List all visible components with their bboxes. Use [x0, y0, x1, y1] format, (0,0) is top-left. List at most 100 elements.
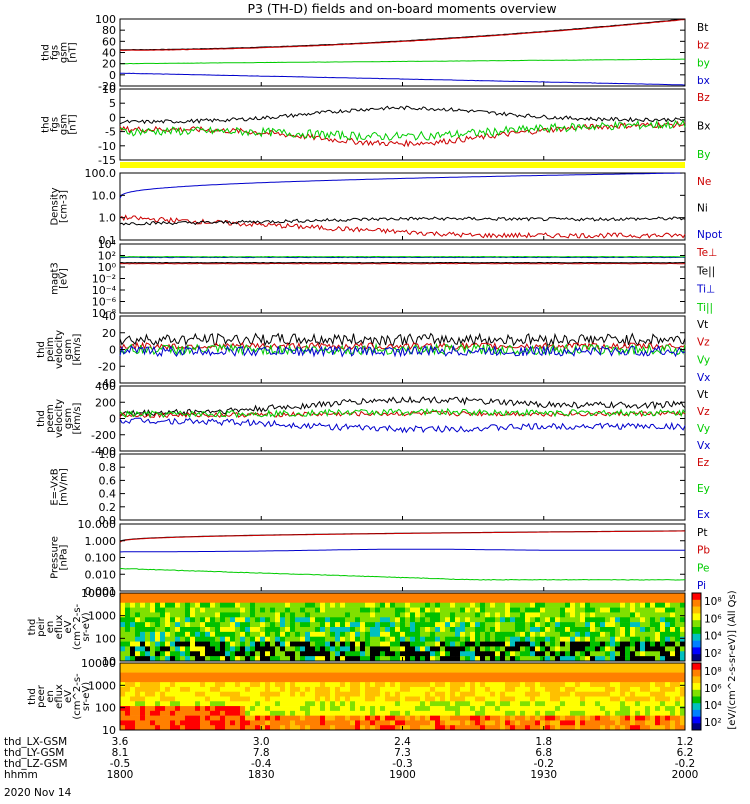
- heatmap-cell: [660, 663, 665, 668]
- heatmap-cell: [225, 642, 230, 647]
- heatmap-cell: [605, 692, 610, 697]
- heatmap-cell: [265, 711, 270, 716]
- heatmap-cell: [175, 673, 180, 678]
- heatmap-cell: [400, 663, 405, 668]
- heatmap-cell: [355, 598, 360, 603]
- heatmap-cell: [620, 673, 625, 678]
- heatmap-cell: [470, 646, 475, 651]
- heatmap-cell: [560, 646, 565, 651]
- heatmap-cell: [365, 692, 370, 697]
- heatmap-cell: [235, 598, 240, 603]
- heatmap-cell: [260, 598, 265, 603]
- heatmap-cell: [220, 706, 225, 711]
- heatmap-cell: [470, 627, 475, 632]
- heatmap-cell: [535, 617, 540, 622]
- heatmap-cell: [545, 711, 550, 716]
- heatmap-cell: [180, 646, 185, 651]
- heatmap-cell: [350, 701, 355, 706]
- heatmap-cell: [605, 646, 610, 651]
- heatmap-cell: [485, 663, 490, 668]
- heatmap-cell: [365, 706, 370, 711]
- heatmap-cell: [375, 598, 380, 603]
- heatmap-cell: [555, 642, 560, 647]
- heatmap-cell: [305, 622, 310, 627]
- heatmap-cell: [260, 692, 265, 697]
- heatmap-cell: [605, 627, 610, 632]
- heatmap-cell: [665, 697, 670, 702]
- heatmap-cell: [480, 701, 485, 706]
- heatmap-cell: [255, 711, 260, 716]
- heatmap-cell: [310, 642, 315, 647]
- heatmap-cell: [265, 716, 270, 721]
- heatmap-cell: [415, 687, 420, 692]
- heatmap-cell: [355, 697, 360, 702]
- heatmap-cell: [240, 697, 245, 702]
- heatmap-cell: [165, 668, 170, 673]
- heatmap-cell: [610, 603, 615, 608]
- heatmap-cell: [495, 637, 500, 642]
- heatmap-cell: [480, 677, 485, 682]
- heatmap-cell: [305, 651, 310, 656]
- heatmap-cell: [150, 706, 155, 711]
- heatmap-cell: [195, 627, 200, 632]
- colorbar-cell: [692, 676, 701, 683]
- heatmap-cell: [175, 720, 180, 725]
- y-tick-label: 0.4: [99, 488, 117, 501]
- heatmap-cell: [620, 651, 625, 656]
- heatmap-cell: [455, 701, 460, 706]
- heatmap-cell: [495, 692, 500, 697]
- heatmap-cell: [585, 637, 590, 642]
- panel-6: VtVzVyVx4002000-200-400thdpeemvelocitygs…: [36, 380, 710, 458]
- heatmap-cell: [645, 716, 650, 721]
- heatmap-cell: [160, 651, 165, 656]
- heatmap-cell: [640, 720, 645, 725]
- heatmap-cell: [530, 603, 535, 608]
- heatmap-cell: [360, 668, 365, 673]
- heatmap-cell: [170, 642, 175, 647]
- panel-4: Te⊥Te||Ti⊥Ti||10⁴10²10⁰10⁻²10⁻⁴10⁻⁶10⁻⁸m…: [50, 238, 718, 320]
- heatmap-cell: [410, 692, 415, 697]
- heatmap-cell: [410, 663, 415, 668]
- heatmap-cell: [310, 706, 315, 711]
- heatmap-cell: [285, 603, 290, 608]
- heatmap-cell: [215, 720, 220, 725]
- heatmap-cell: [370, 677, 375, 682]
- heatmap-cell: [180, 720, 185, 725]
- heatmap-cell: [270, 617, 275, 622]
- heatmap-cell: [545, 663, 550, 668]
- heatmap-cell: [495, 603, 500, 608]
- heatmap-cell: [320, 677, 325, 682]
- heatmap-cell: [130, 593, 135, 598]
- heatmap-cell: [270, 720, 275, 725]
- heatmap-cell: [510, 663, 515, 668]
- heatmap-cell: [640, 642, 645, 647]
- heatmap-cell: [250, 632, 255, 637]
- heatmap-cell: [200, 637, 205, 642]
- heatmap-cell: [510, 632, 515, 637]
- heatmap-cell: [375, 668, 380, 673]
- heatmap-cell: [460, 632, 465, 637]
- heatmap-cell: [655, 716, 660, 721]
- heatmap-cell: [175, 603, 180, 608]
- heatmap-cell: [450, 642, 455, 647]
- heatmap-cell: [525, 608, 530, 613]
- heatmap-cell: [290, 711, 295, 716]
- heatmap-cell: [480, 642, 485, 647]
- heatmap-cell: [140, 593, 145, 598]
- heatmap-cell: [325, 637, 330, 642]
- colorbar-tick-label: 10⁸: [704, 596, 722, 608]
- heatmap-cell: [120, 627, 125, 632]
- heatmap-cell: [475, 716, 480, 721]
- heatmap-cell: [435, 668, 440, 673]
- heatmap-cell: [445, 677, 450, 682]
- heatmap-cell: [590, 720, 595, 725]
- heatmap-cell: [305, 711, 310, 716]
- heatmap-cell: [230, 711, 235, 716]
- heatmap-cell: [385, 598, 390, 603]
- heatmap-cell: [365, 682, 370, 687]
- heatmap-cell: [640, 627, 645, 632]
- heatmap-cell: [400, 706, 405, 711]
- heatmap-cell: [230, 682, 235, 687]
